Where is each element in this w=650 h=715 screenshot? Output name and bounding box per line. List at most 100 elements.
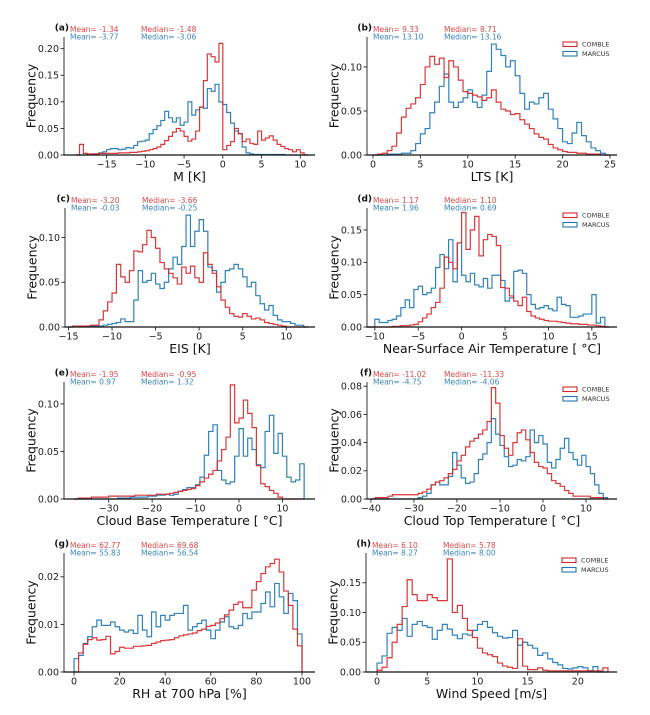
panel-label: (b) xyxy=(357,24,372,34)
x-axis-label: Cloud Top Temperature [ °C] xyxy=(404,513,581,528)
x-tick-label: 15 xyxy=(509,160,521,171)
x-tick-label: 80 xyxy=(250,677,262,688)
histograms xyxy=(370,387,609,500)
x-tick-label: 60 xyxy=(205,677,217,688)
histogram-line-marcus xyxy=(366,239,610,328)
mean-label-marcus: Mean= 1.96 xyxy=(373,204,419,213)
legend-item-marcus: MARCUS xyxy=(562,395,610,403)
y-axis-label: Frequency xyxy=(326,580,341,645)
panel-c: −15 −10 −5 0 5 10 0.00 0.05 0.10 EIS [K] Frequency… xyxy=(25,195,315,356)
histograms xyxy=(376,558,609,673)
x-tick-label: 0 xyxy=(236,504,242,515)
statistics-annotation: Mean= 9.33 Median= 8.71 Mean= 13.10 Median=… xyxy=(373,25,502,42)
x-tick-label: −5 xyxy=(177,160,191,171)
y-tick-label: 0.00 xyxy=(38,150,59,161)
x-tick-label: 5 xyxy=(424,677,430,688)
histogram-line-marcus xyxy=(376,617,608,673)
y-tick-label: 0.08 xyxy=(341,382,362,393)
y-tick-label: 0.05 xyxy=(39,278,60,289)
mean-label-comble: Mean= -3.20 xyxy=(71,196,120,205)
y-tick-label: 0.20 xyxy=(38,44,59,55)
statistics-annotation: Mean= 6.10 Median= 5.78 Mean= 8.27 Median= … xyxy=(372,541,496,558)
mean-label-marcus: Mean= -0.03 xyxy=(71,204,120,213)
x-axis-label: Near-Surface Air Temperature [ °C] xyxy=(383,341,601,356)
histogram-line-marcus xyxy=(75,83,309,156)
y-tick-label: 0.00 xyxy=(38,667,59,678)
histogram-line-marcus xyxy=(372,43,610,156)
panel-a: −15 −10 −5 0 5 10 0.00 0.05 0.10 0.15 0.20 M [K] Fre… xyxy=(24,24,315,184)
y-tick-label: 0.05 xyxy=(38,124,59,135)
statistics-annotation: Mean= -11.02 Median= -11.33 Mean= -4.75 Med… xyxy=(373,370,504,387)
x-tick-label: 10 xyxy=(294,160,306,171)
y-tick-label: 0.10 xyxy=(39,233,60,244)
x-tick-label: −20 xyxy=(447,504,467,515)
x-tick-label: −10 xyxy=(186,504,206,515)
x-tick-label: 0 xyxy=(196,332,202,343)
median-label-comble: Median= 8.71 xyxy=(444,25,497,34)
panel-d: −10 −5 0 5 10 15 0.00 0.05 0.10 0.15 Near-Surface … xyxy=(327,195,617,356)
y-tick-label: 0.00 xyxy=(38,494,59,505)
x-tick-label: 40 xyxy=(159,677,171,688)
median-label-comble: Median= -0.95 xyxy=(141,370,197,379)
y-tick-label: 0.06 xyxy=(341,410,362,421)
mean-label-marcus: Mean= 13.10 xyxy=(373,33,424,42)
median-label-marcus: Median= 8.00 xyxy=(443,549,496,558)
x-tick-label: 20 xyxy=(557,160,569,171)
panel-f: −40 −30 −20 −10 0 10 0.00 0.02 0.04 0.06 0.08 Cloud… xyxy=(327,369,617,528)
y-tick-label: 0.00 xyxy=(39,322,60,333)
histogram-line-marcus xyxy=(73,414,305,500)
legend-swatch xyxy=(562,221,578,228)
x-tick-label: −10 xyxy=(490,504,510,515)
x-axis-label: LTS [K] xyxy=(471,169,514,184)
x-tick-label: −15 xyxy=(97,160,117,171)
legend-label: COMBLE xyxy=(582,386,609,394)
mean-label-marcus: Mean= 0.97 xyxy=(70,378,116,387)
panel-label: (a) xyxy=(55,24,69,34)
y-axis-label: Frequency xyxy=(327,408,342,473)
median-label-marcus: Median= -3.06 xyxy=(141,33,197,42)
x-tick-label: 0 xyxy=(370,160,376,171)
legend-swatch xyxy=(561,557,577,564)
histogram-line-marcus xyxy=(68,214,309,328)
median-label-marcus: Median= 1.32 xyxy=(141,378,194,387)
median-label-marcus: Median= 56.54 xyxy=(141,549,199,558)
x-tick-label: 0 xyxy=(459,332,465,343)
y-tick-label: 0.00 xyxy=(341,494,362,505)
legend-swatch xyxy=(562,212,578,219)
x-tick-label: −20 xyxy=(142,504,162,515)
x-tick-label: 5 xyxy=(417,160,423,171)
histogram-line-marcus xyxy=(73,582,303,672)
histogram-line-comble xyxy=(68,229,309,328)
median-label-marcus: Median= 0.69 xyxy=(444,204,497,213)
histograms xyxy=(75,42,309,156)
panel-label: (g) xyxy=(54,540,69,550)
x-tick-label: −5 xyxy=(411,332,425,343)
x-tick-label: 10 xyxy=(542,332,554,343)
histogram-line-comble xyxy=(366,211,610,328)
legend-item-comble: COMBLE xyxy=(562,386,609,394)
mean-label-comble: Mean= -11.02 xyxy=(373,370,427,379)
histograms xyxy=(73,384,305,500)
y-tick-label: 0.04 xyxy=(341,438,362,449)
legend-item-marcus: MARCUS xyxy=(561,566,609,574)
x-tick-label: 0 xyxy=(374,677,380,688)
y-tick-label: 0.05 xyxy=(341,106,362,117)
histogram-line-comble xyxy=(372,55,610,156)
mean-label-comble: Mean= 9.33 xyxy=(373,25,419,34)
y-tick-label: 0.10 xyxy=(340,608,361,619)
y-tick-label: 0.10 xyxy=(38,399,59,410)
histogram-line-comble xyxy=(376,558,609,672)
x-axis-label: EIS [K] xyxy=(169,341,210,356)
x-tick-label: 15 xyxy=(522,677,534,688)
median-label-marcus: Median= -4.06 xyxy=(444,378,500,387)
legend-label: COMBLE xyxy=(581,557,608,565)
x-tick-label: 20 xyxy=(114,677,126,688)
statistics-annotation: Mean= -3.20 Median= -3.66 Mean= -0.03 Media… xyxy=(71,196,198,213)
median-label-comble: Median= -1.48 xyxy=(141,25,197,34)
statistics-annotation: Mean= -1.34 Median= -1.48 Mean= -3.77 Media… xyxy=(70,25,197,42)
x-tick-label: 5 xyxy=(240,332,246,343)
y-tick-label: 0.15 xyxy=(341,225,362,236)
y-tick-label: 0.05 xyxy=(341,290,362,301)
